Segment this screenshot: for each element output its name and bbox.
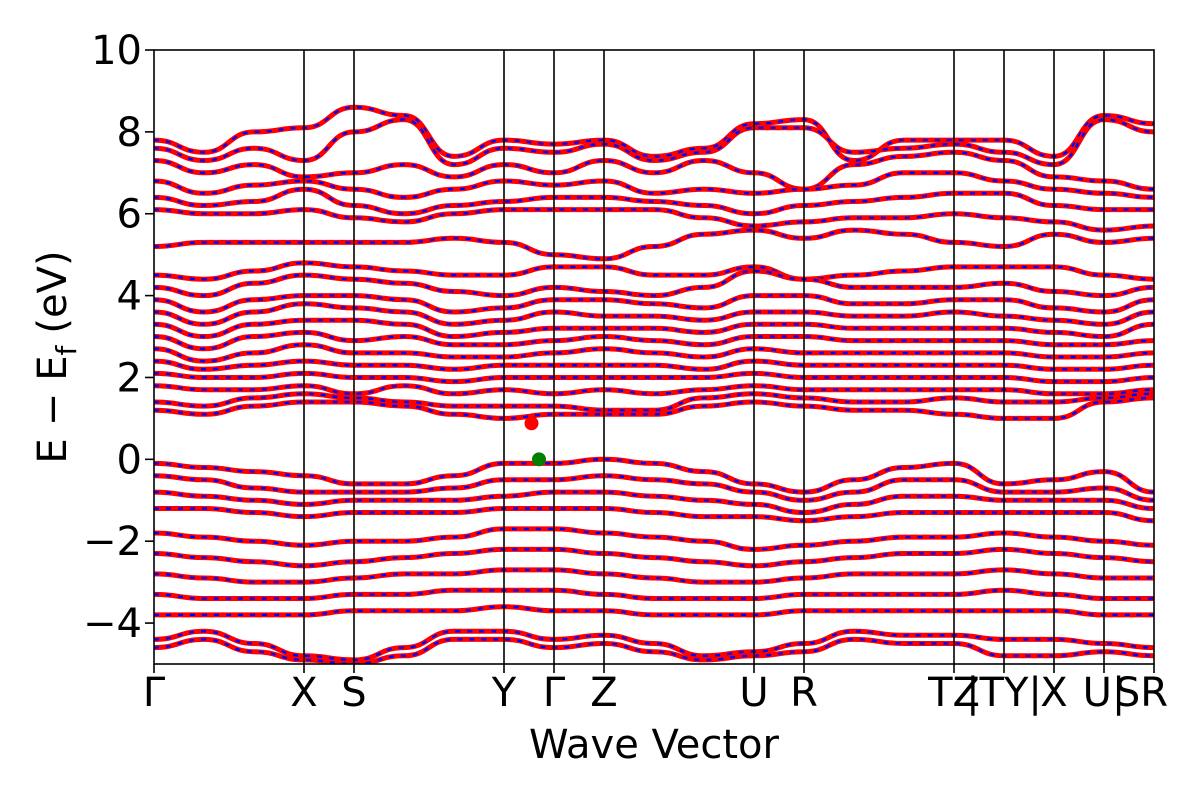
band-line-14 <box>154 358 1154 372</box>
band-line-15 <box>154 370 1154 385</box>
band-line-dash-1 <box>154 118 1154 166</box>
band-line-26 <box>154 587 1154 601</box>
x-axis-label: Wave Vector <box>529 722 780 768</box>
kpoint-label: Y <box>491 670 517 716</box>
marker-0 <box>524 416 539 431</box>
band-line-dash-9 <box>154 294 1154 314</box>
band-line-25 <box>154 567 1154 585</box>
band-line-dash-20 <box>154 474 1154 502</box>
y-tick-label: 2 <box>117 355 142 401</box>
kpoint-label: TZ <box>927 670 980 716</box>
band-line-23 <box>154 526 1154 552</box>
band-line-dash-11 <box>154 318 1154 338</box>
band-line-17 <box>154 391 1154 413</box>
kpoint-label: SR <box>1115 670 1168 716</box>
band-line-dash-7 <box>154 261 1154 281</box>
band-line-24 <box>154 546 1154 569</box>
kpoint-label: U| <box>1083 670 1126 716</box>
y-tick-label: 8 <box>117 110 142 156</box>
band-line-dash-13 <box>154 343 1154 363</box>
kpoint-label: S <box>341 670 366 716</box>
kpoint-label: Γ <box>143 670 166 716</box>
y-tick-label: 4 <box>117 274 142 320</box>
kpoint-label: X <box>1040 670 1067 716</box>
kpoint-label: R <box>790 670 818 716</box>
band-line-dash-16 <box>154 384 1154 396</box>
y-label-minus: − <box>30 393 76 427</box>
band-line-5 <box>154 207 1154 233</box>
y-label-e: E <box>30 438 76 463</box>
band-line-21 <box>154 489 1154 516</box>
band-line-22 <box>154 506 1154 524</box>
band-line-dash-8 <box>154 269 1154 297</box>
band-line-dash-12 <box>154 331 1154 351</box>
kpoint-label: Γ <box>543 670 566 716</box>
y-tick-label: 0 <box>117 437 142 483</box>
y-tick-label: −2 <box>83 519 142 565</box>
marker-1 <box>532 452 546 467</box>
y-tick-label: −4 <box>83 601 142 647</box>
y-tick-label: 6 <box>117 192 142 238</box>
y-axis: −4 −2 0 2 4 6 8 10 <box>83 28 154 647</box>
band-line-dash-6 <box>154 228 1154 261</box>
kpoint-label: U <box>739 670 768 716</box>
band-line-27 <box>154 604 1154 618</box>
kpoint-lines-group <box>303 50 1105 664</box>
kpoint-label: X <box>290 670 317 716</box>
y-label-sub: f <box>50 344 83 355</box>
y-tick-label: 10 <box>91 28 142 74</box>
band-line-dash-4 <box>154 187 1154 215</box>
band-line-dash-18 <box>154 396 1154 420</box>
markers-group <box>524 416 546 467</box>
band-line-dash-2 <box>154 151 1154 191</box>
plot-frame <box>153 49 1155 665</box>
band-line-dash-19 <box>154 458 1154 494</box>
band-line-dash-3 <box>154 171 1154 199</box>
bands-group <box>154 104 1154 664</box>
y-axis-label: E − Ef (eV) <box>30 250 83 463</box>
kpoint-label: |TY| <box>966 670 1042 716</box>
band-line-dash-29 <box>154 638 1154 664</box>
band-line-dash-28 <box>154 630 1154 662</box>
x-axis: Γ X S Y Γ Z U R TZ|TY|X U|SR <box>143 664 1168 716</box>
band-line-dash-10 <box>154 302 1154 326</box>
y-label-ef: E <box>30 355 76 380</box>
band-line-0 <box>154 104 1154 164</box>
kpoint-label: Z <box>590 670 617 716</box>
y-label-unit: (eV) <box>30 250 76 333</box>
